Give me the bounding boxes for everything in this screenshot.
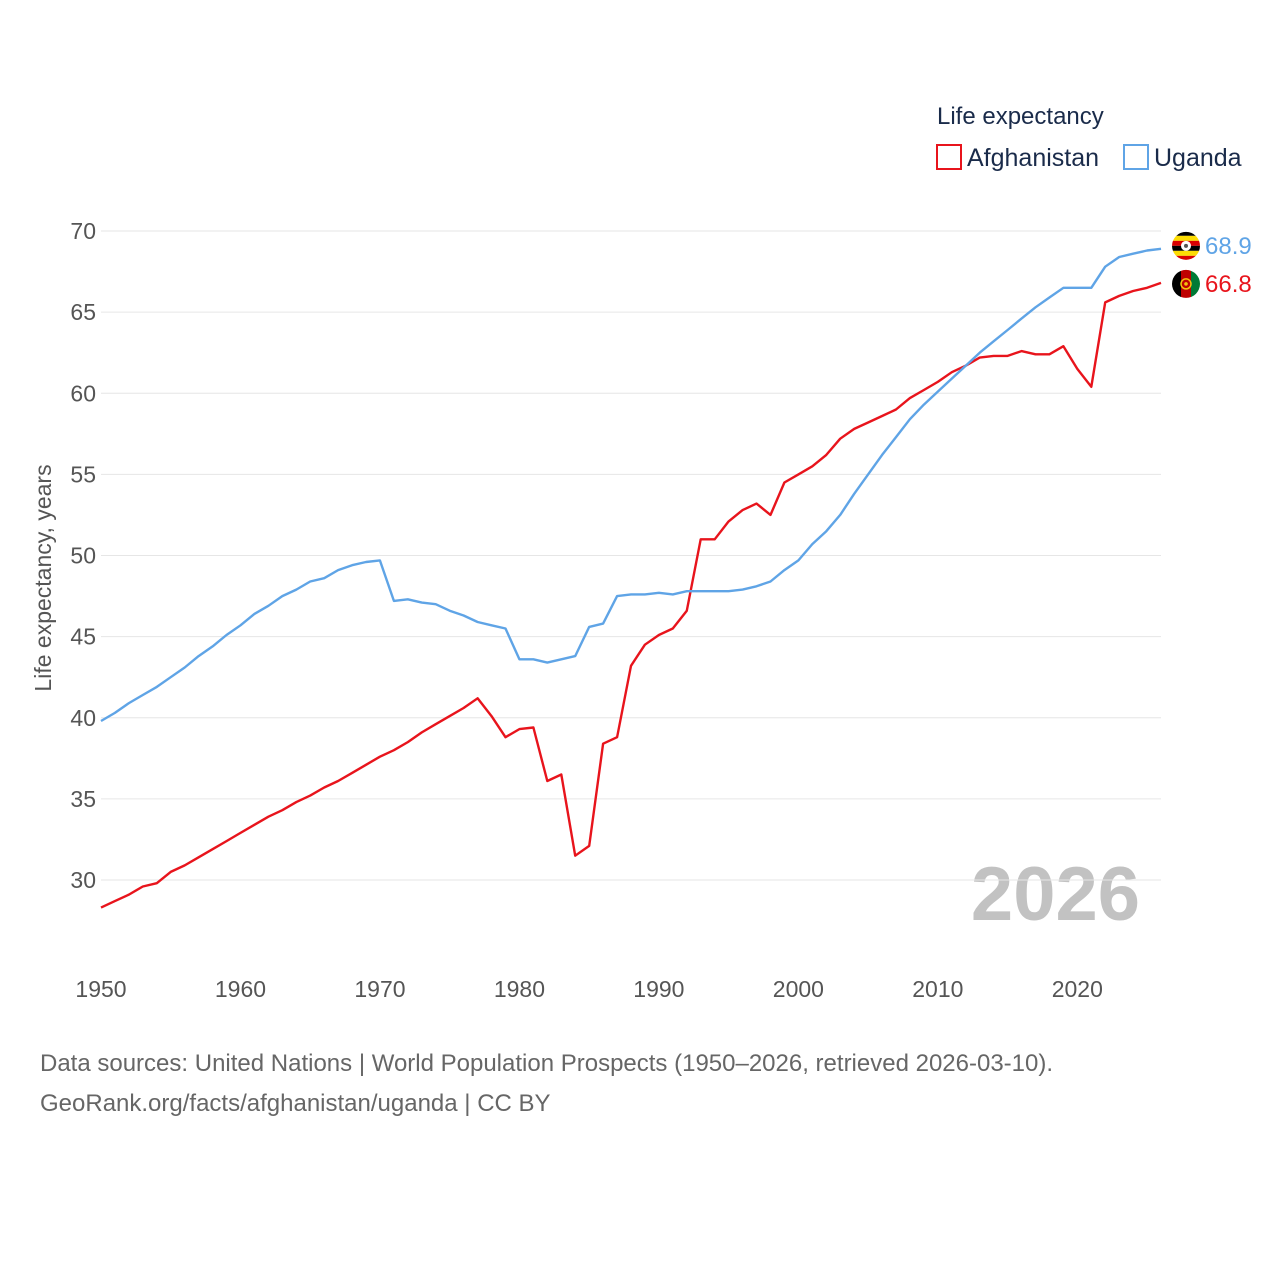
y-tick-30: 30: [70, 867, 96, 893]
legend-label-uganda: Uganda: [1154, 144, 1242, 172]
y-axis-ticks: 30 35 40 45 50 55 60 65 70: [70, 218, 96, 893]
legend-label-afghanistan: Afghanistan: [967, 144, 1099, 172]
x-tick-2010: 2010: [912, 976, 963, 1002]
series-line-afghanistan: [100, 281, 1162, 909]
legend: Life expectancy Afghanistan Uganda: [936, 103, 1242, 172]
legend-item-uganda[interactable]: Uganda: [1123, 144, 1242, 172]
legend-item-afghanistan[interactable]: Afghanistan: [936, 144, 1099, 172]
afghanistan-flag-icon: [1172, 269, 1200, 298]
legend-swatch-afghanistan: [936, 144, 962, 170]
y-tick-35: 35: [70, 786, 96, 812]
y-tick-40: 40: [70, 705, 96, 731]
x-tick-1990: 1990: [633, 976, 684, 1002]
x-tick-1960: 1960: [215, 976, 266, 1002]
x-tick-1980: 1980: [494, 976, 545, 1002]
end-markers: 68.9 66.8: [1172, 231, 1252, 298]
attribution-line: GeoRank.org/facts/afghanistan/uganda | C…: [40, 1090, 551, 1117]
y-tick-60: 60: [70, 380, 96, 406]
y-tick-70: 70: [70, 218, 96, 244]
y-tick-65: 65: [70, 299, 96, 325]
end-label-uganda: 68.9: [1205, 233, 1252, 260]
series-lines: [100, 247, 1162, 909]
x-tick-1970: 1970: [354, 976, 405, 1002]
series-line-uganda: [100, 247, 1162, 723]
legend-title: Life expectancy: [937, 103, 1104, 130]
year-overlay: 2026: [971, 852, 1140, 937]
uganda-flag-icon: [1172, 231, 1200, 260]
y-tick-50: 50: [70, 543, 96, 569]
data-source-footer: Data sources: United Nations | World Pop…: [40, 1044, 1053, 1124]
y-tick-55: 55: [70, 461, 96, 487]
end-label-afghanistan: 66.8: [1205, 271, 1252, 298]
x-tick-1950: 1950: [75, 976, 126, 1002]
legend-swatch-uganda: [1123, 144, 1149, 170]
gridlines: [101, 230, 1161, 881]
x-tick-2020: 2020: [1052, 976, 1103, 1002]
line-chart: Life expectancy Afghanistan Uganda Life …: [30, 103, 1252, 1002]
x-tick-2000: 2000: [773, 976, 824, 1002]
y-tick-45: 45: [70, 624, 96, 650]
source-line: Data sources: United Nations | World Pop…: [40, 1050, 1054, 1077]
y-axis-label: Life expectancy, years: [30, 464, 56, 691]
x-axis-ticks: 1950 1960 1970 1980 1990 2000 2010 2020: [75, 976, 1102, 1002]
